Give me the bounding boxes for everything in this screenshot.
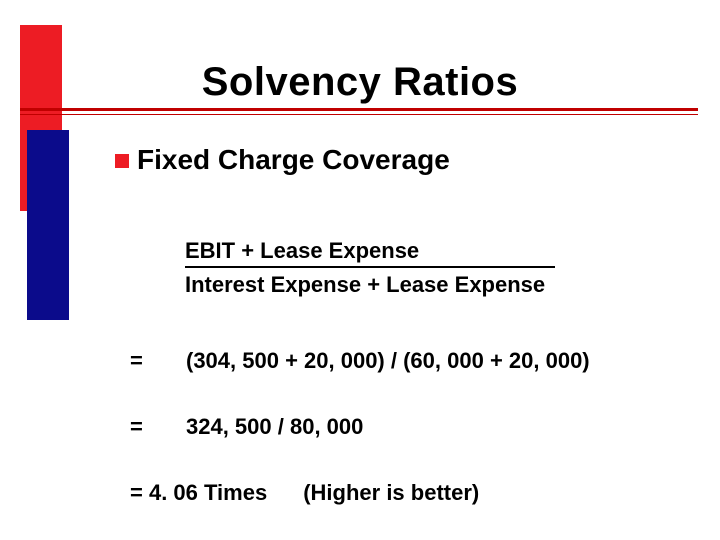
calc-row-1: = (304, 500 + 20, 000) / (60, 000 + 20, … [130, 348, 590, 374]
result-note: (Higher is better) [303, 480, 479, 506]
calc-expression: 324, 500 / 80, 000 [186, 414, 363, 440]
fraction-numerator: EBIT + Lease Expense [185, 238, 555, 264]
formula-fraction: EBIT + Lease Expense Interest Expense + … [185, 238, 555, 298]
subtitle-text: Fixed Charge Coverage [137, 144, 450, 175]
bullet-square-icon [115, 154, 129, 168]
title-underline-thin [20, 114, 698, 115]
calc-row-3: = 4. 06 Times (Higher is better) [130, 480, 479, 506]
accent-bar-navy [27, 130, 69, 320]
result-text: = 4. 06 Times [130, 480, 267, 506]
subtitle: Fixed Charge Coverage [115, 144, 450, 176]
calc-expression: (304, 500 + 20, 000) / (60, 000 + 20, 00… [186, 348, 590, 374]
calc-row-2: = 324, 500 / 80, 000 [130, 414, 363, 440]
slide-title: Solvency Ratios [0, 60, 720, 105]
equals-sign: = [130, 348, 186, 374]
equals-sign: = [130, 414, 186, 440]
fraction-denominator: Interest Expense + Lease Expense [185, 272, 555, 298]
slide: Solvency Ratios Fixed Charge Coverage EB… [0, 0, 720, 540]
title-underline-thick [20, 108, 698, 111]
fraction-rule [185, 266, 555, 268]
